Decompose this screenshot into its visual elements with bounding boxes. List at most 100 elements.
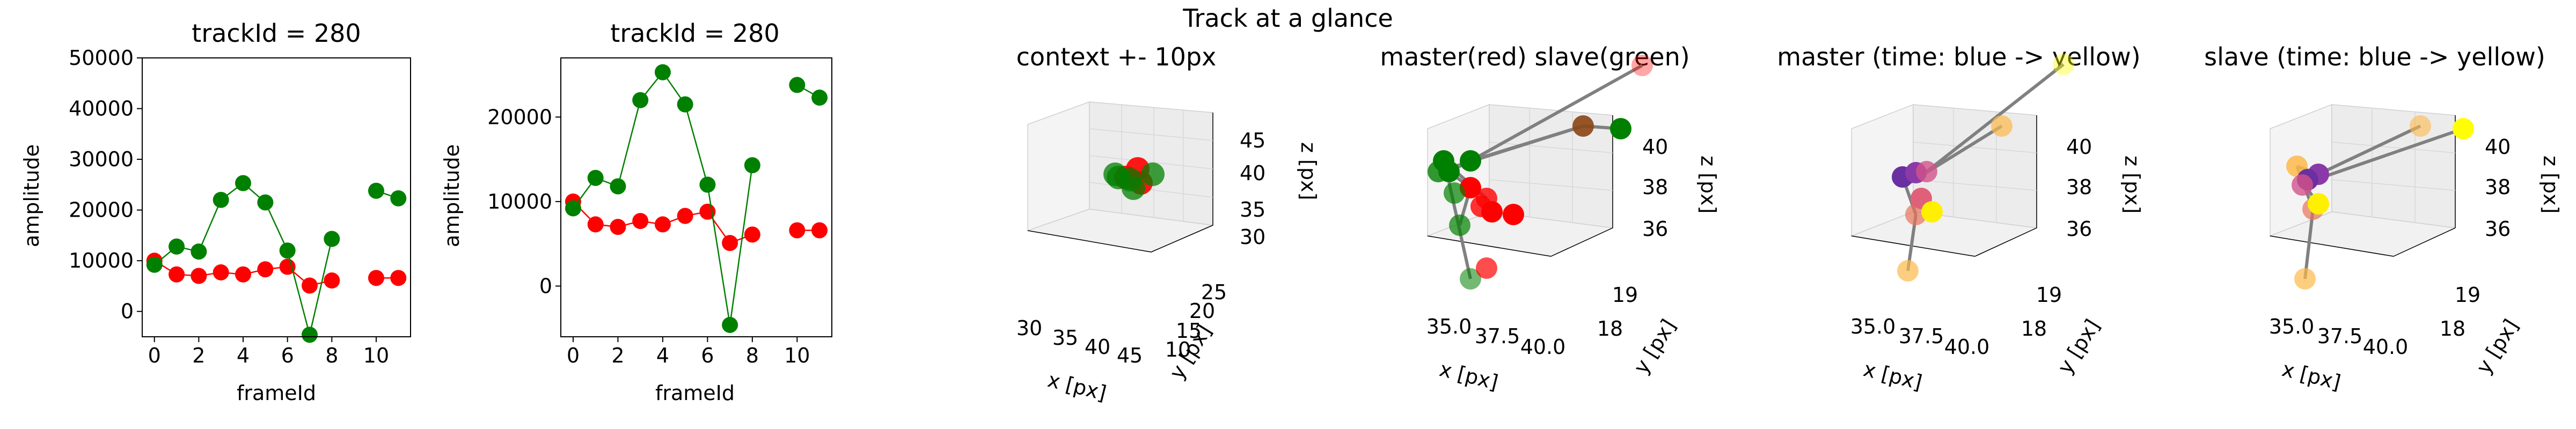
- svg-text:36: 36: [2485, 217, 2511, 241]
- y-axis-label: y [px]: [1629, 315, 1680, 378]
- data-point: [191, 268, 207, 284]
- data-point: [213, 191, 229, 208]
- plot-frame: [560, 57, 832, 337]
- y-tick-label: 20000: [69, 198, 134, 222]
- x-axis-label: x [px]: [2280, 357, 2343, 395]
- y-axis-label: y [px]: [2471, 315, 2523, 378]
- svg-text:40: 40: [2485, 135, 2511, 159]
- panel-title: slave (time: blue -> yellow): [2204, 42, 2545, 71]
- z-axis-label: z [px]: [2120, 156, 2144, 213]
- data-point: [744, 157, 760, 174]
- svg-text:37.5: 37.5: [2317, 324, 2363, 348]
- data-point: [257, 261, 274, 278]
- plot-marks: [1892, 54, 2074, 282]
- axes-box: [1850, 103, 2038, 257]
- y-tick-label: 30000: [69, 147, 134, 171]
- svg-text:35.0: 35.0: [1426, 315, 1472, 338]
- panel-3d-context: context +- 10px 30 35 40 45 10 15 20 25: [1016, 42, 1320, 405]
- data-point: [169, 266, 185, 283]
- data-point: [632, 213, 649, 230]
- z-ticks: 36 38 40: [2485, 135, 2511, 241]
- y-ticks: 18 19: [2440, 283, 2480, 341]
- x-axis-label: x [px]: [1045, 368, 1109, 405]
- svg-text:40: 40: [1085, 335, 1110, 359]
- svg-text:25: 25: [1201, 280, 1227, 304]
- data-point: [789, 222, 806, 239]
- svg-text:36: 36: [1642, 217, 1668, 241]
- z-axis-label: z [px]: [1297, 142, 1320, 200]
- svg-text:30: 30: [1016, 316, 1042, 340]
- data-point: [654, 64, 671, 80]
- panel-amplitude-2: trackId = 280 frameId amplitude 0 2 4 6 8 100…: [440, 19, 832, 405]
- data-point: [610, 219, 626, 235]
- data-point: [169, 238, 185, 255]
- series-line: [572, 71, 753, 326]
- x-ticks: 35.0 37.5 40.0: [1850, 315, 1990, 359]
- data-point: [587, 169, 604, 186]
- y-tick-label: 10000: [487, 190, 552, 213]
- data-point: [1122, 176, 1145, 200]
- data-point: [324, 272, 340, 289]
- data-point: [811, 90, 828, 106]
- y-tick-label: 0: [539, 274, 552, 298]
- panel-title: master (time: blue -> yellow): [1777, 42, 2140, 71]
- svg-text:40.0: 40.0: [2363, 335, 2409, 359]
- data-point: [677, 208, 693, 224]
- x-tick-label: 10: [363, 344, 389, 367]
- x-ticks: 30 35 40 45: [1016, 316, 1143, 367]
- axis-ticks: 0 2 4 6 8 10 0 10000 20000: [487, 105, 810, 367]
- panel-3d-master-time: master (time: blue -> yellow): [1777, 42, 2144, 395]
- x-axis-label: frameId: [655, 381, 735, 405]
- svg-text:40: 40: [2066, 135, 2092, 159]
- x-tick-label: 4: [237, 344, 250, 367]
- svg-text:35: 35: [1240, 198, 1265, 221]
- plot-marks: [1103, 157, 1165, 200]
- svg-text:45: 45: [1240, 129, 1265, 152]
- data-point: [390, 270, 407, 286]
- data-point: [390, 190, 407, 206]
- x-tick-label: 8: [325, 344, 338, 367]
- data-point: [301, 277, 318, 294]
- data-point: [789, 77, 806, 93]
- svg-text:18: 18: [2021, 317, 2047, 341]
- svg-text:35.0: 35.0: [2269, 315, 2315, 338]
- x-ticks: 35.0 37.5 40.0: [2269, 315, 2409, 359]
- plot-frame: [142, 57, 411, 337]
- svg-text:15: 15: [1176, 319, 1202, 343]
- data-point: [324, 231, 340, 247]
- data-point: [699, 176, 716, 193]
- svg-text:38: 38: [1642, 175, 1668, 199]
- z-axis-label: z [px]: [1696, 156, 1720, 213]
- data-point: [587, 216, 604, 233]
- panel-title: trackId = 280: [610, 19, 779, 48]
- data-point: [368, 182, 384, 199]
- data-point: [632, 92, 649, 108]
- y-ticks: 18 19: [1597, 283, 1638, 341]
- data-point: [722, 316, 738, 333]
- plot-marks: [146, 175, 407, 343]
- y-axis-label: amplitude: [20, 144, 43, 247]
- data-point: [744, 226, 760, 243]
- svg-text:10: 10: [1165, 338, 1191, 361]
- plot-marks: [2286, 115, 2474, 290]
- x-tick-label: 4: [656, 344, 669, 367]
- data-point: [235, 266, 252, 283]
- y-tick-label: 10000: [69, 249, 134, 272]
- data-point: [654, 216, 671, 233]
- svg-text:18: 18: [1597, 317, 1623, 341]
- data-point: [257, 194, 274, 211]
- panel-3d-slave-time: slave (time: blue -> yellow): [2204, 42, 2563, 395]
- data-point: [279, 258, 296, 275]
- suptitle: Track at a glance: [1182, 4, 1393, 33]
- svg-text:45: 45: [1117, 344, 1143, 367]
- data-point: [279, 242, 296, 259]
- panel-3d-master-slave: master(red) slave(green): [1380, 42, 1720, 395]
- svg-text:38: 38: [2066, 175, 2092, 199]
- x-tick-label: 6: [701, 344, 714, 367]
- svg-text:18: 18: [2440, 317, 2465, 341]
- panel-title: trackId = 280: [192, 19, 361, 48]
- y-tick-label: 40000: [69, 97, 134, 121]
- panel-amplitude-1: trackId = 280 frameId amplitude 0 2 4 6 8 100…: [20, 19, 411, 405]
- grid-lines: [2331, 109, 2456, 223]
